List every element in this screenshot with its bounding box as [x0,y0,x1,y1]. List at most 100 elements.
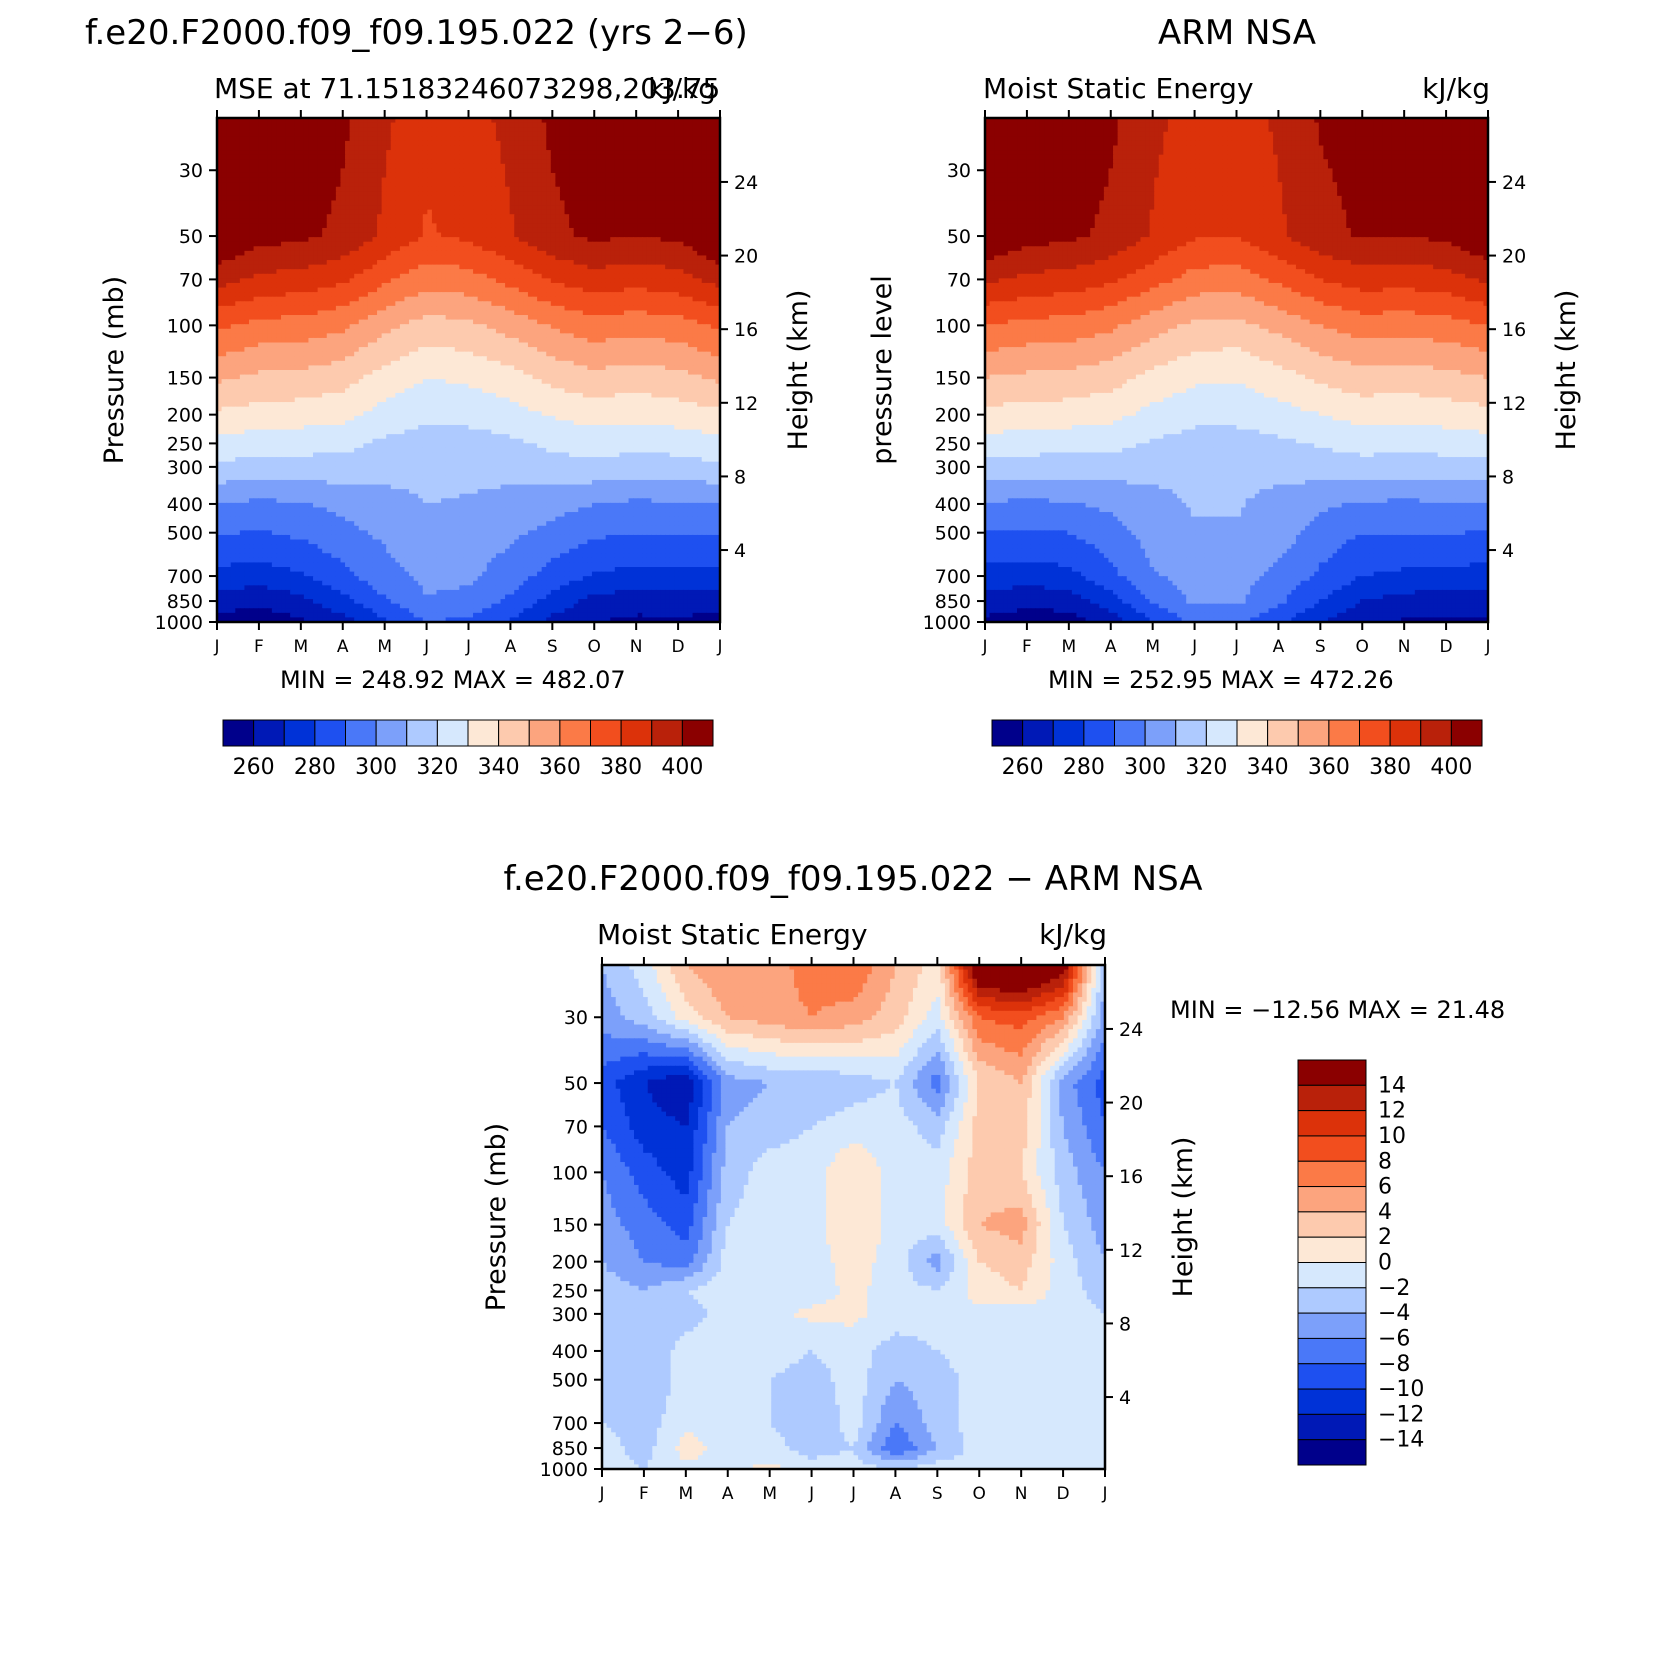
field-cell [610,172,616,179]
field-cell [276,154,282,160]
field-cell [230,301,236,307]
field-cell [303,186,310,192]
field-cell [550,301,556,307]
field-cell [582,223,588,229]
field-cell [582,296,588,302]
field-cell [550,140,556,147]
field-cell [486,209,492,215]
field-cell [377,319,383,325]
field-cell [651,140,657,147]
field-cell [299,287,305,293]
field-cell [619,145,625,151]
field-cell [614,246,620,252]
field-cell [441,163,447,169]
field-cell [331,150,337,156]
field-cell [628,209,634,215]
field-cell [569,260,575,266]
field-cell [605,246,611,252]
field-cell [509,269,515,275]
field-cell [404,310,410,316]
field-cell [523,278,529,284]
field-cell [495,168,502,174]
field-cell [294,269,300,275]
field-cell [271,136,278,142]
field-cell [628,200,634,206]
field-cell [587,301,593,307]
field-cell [367,191,374,197]
field-cell [230,269,236,275]
field-cell [354,182,360,188]
field-cell [363,264,369,270]
field-cell [692,209,698,215]
field-cell [477,246,483,252]
field-cell [308,246,314,252]
field-cell [399,209,406,215]
field-cell [537,241,543,247]
field-cell [665,305,671,312]
field-cell [500,205,506,211]
field-cell [335,122,342,128]
field-cell [262,186,268,192]
field-cell [450,195,456,202]
field-cell [281,136,287,142]
field-cell [427,232,433,238]
field-cell [555,159,561,165]
field-cell [290,168,296,174]
field-cell [340,227,346,234]
field-cell [313,223,319,229]
field-cell [372,255,378,261]
field-cell [441,227,447,234]
field-cell [550,260,556,266]
field-cell [249,260,255,266]
field-cell [523,118,529,124]
field-cell [482,232,488,238]
field-cell [349,218,355,224]
field-cell [235,177,241,183]
field-cell [559,118,566,124]
field-cell [363,292,369,298]
field-cell [399,232,406,238]
field-cell [349,319,355,325]
field-cell [285,305,291,312]
field-cell [317,227,323,234]
field-cell [345,205,351,211]
field-cell [623,301,630,307]
field-cell [706,282,712,289]
field-cell [303,195,310,202]
field-cell [249,136,255,142]
field-cell [706,182,712,188]
field-cell [441,218,447,224]
field-cell [331,315,337,321]
field-cell [637,269,643,275]
field-cell [495,241,502,247]
field-cell [244,292,250,298]
field-cell [505,278,511,284]
field-cell [477,182,483,188]
field-cell [450,205,456,211]
field-cell [413,163,419,169]
field-cell [495,159,502,165]
field-cell [477,292,483,298]
field-cell [409,136,415,142]
field-cell [505,310,511,316]
field-cell [230,205,236,211]
field-cell [445,127,451,133]
field-cell [683,191,689,197]
field-cell [683,186,689,192]
field-cell [267,278,273,284]
field-cell [413,319,419,325]
field-cell [646,214,653,220]
field-cell [628,232,634,238]
field-cell [610,296,616,302]
field-cell [271,273,278,279]
field-cell [665,232,671,238]
field-cell [541,177,547,183]
field-cell [692,186,698,192]
field-cell [431,319,438,325]
field-cell [701,301,707,307]
field-cell [655,232,662,238]
field-cell [445,301,451,307]
field-cell [642,118,648,124]
field-cell [431,177,438,183]
field-cell [701,273,707,279]
